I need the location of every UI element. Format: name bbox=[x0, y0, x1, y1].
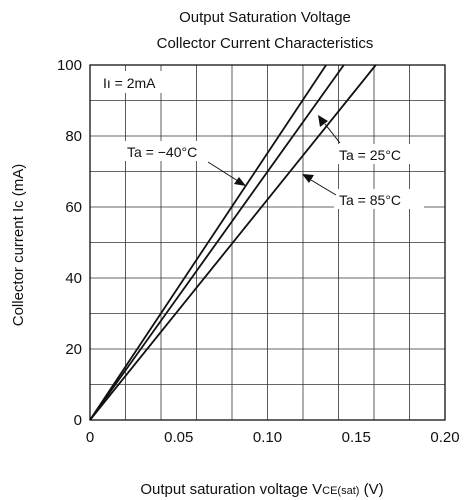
x-axis-label: Output saturation voltage VCE(sat) (V) bbox=[140, 481, 383, 498]
arrowhead-ta-85 bbox=[302, 174, 314, 183]
x-tick-label: 0.05 bbox=[164, 429, 193, 446]
x-tick-label: 0 bbox=[86, 429, 94, 446]
x-axis-label-unit: (V) bbox=[359, 481, 383, 498]
x-tick-labels: 0 0.05 0.10 0.15 0.20 bbox=[86, 429, 460, 446]
y-tick-label: 60 bbox=[65, 199, 82, 216]
grid bbox=[90, 65, 445, 420]
y-tick-label: 0 bbox=[74, 412, 82, 429]
arrowhead-ta-minus40 bbox=[234, 177, 246, 186]
y-tick-label: 40 bbox=[65, 270, 82, 287]
y-axis-label: Collector current Ic (mA) bbox=[10, 164, 27, 327]
leader-ta-minus40 bbox=[207, 161, 239, 182]
y-tick-labels: 0 20 40 60 80 100 bbox=[57, 57, 82, 429]
annotation-ta-85-bg bbox=[334, 189, 424, 209]
series-label-ta-85: Ta = 85°C bbox=[339, 192, 401, 208]
x-tick-label: 0.10 bbox=[253, 429, 282, 446]
condition-label: Iı = 2mA bbox=[103, 75, 156, 91]
condition-label-bg bbox=[96, 71, 176, 93]
y-tick-label: 20 bbox=[65, 341, 82, 358]
annotation-ta-25: Ta = 25°C bbox=[318, 115, 420, 164]
chart-title-line2: Collector Current Characteristics bbox=[157, 35, 374, 52]
x-axis-label-subscript: CE(sat) bbox=[322, 485, 359, 497]
annotation-ta-85: Ta = 85°C bbox=[302, 174, 424, 209]
annotation-ta-minus40: Ta = −40°C bbox=[122, 141, 246, 186]
plot-frame bbox=[89, 64, 446, 421]
x-axis-label-main: Output saturation voltage V bbox=[140, 481, 322, 498]
x-tick-label: 0.20 bbox=[430, 429, 459, 446]
annotation-ta-25-bg bbox=[334, 144, 420, 164]
y-tick-label: 80 bbox=[65, 128, 82, 145]
series-label-ta-25: Ta = 25°C bbox=[339, 147, 401, 163]
leader-ta-25 bbox=[324, 123, 341, 144]
y-tick-label: 100 bbox=[57, 57, 82, 74]
arrowhead-ta-25 bbox=[318, 115, 328, 127]
series-group bbox=[89, 64, 377, 421]
annotation-ta-minus40-bg bbox=[122, 141, 222, 161]
series-label-ta-minus40: Ta = −40°C bbox=[127, 144, 197, 160]
chart-title-line1: Output Saturation Voltage bbox=[179, 9, 351, 26]
series-line-ta-85 bbox=[89, 64, 377, 421]
x-tick-label: 0.15 bbox=[342, 429, 371, 446]
leader-ta-85 bbox=[310, 179, 337, 196]
series-line-ta-minus40 bbox=[89, 64, 327, 421]
series-line-ta-25 bbox=[89, 64, 345, 421]
